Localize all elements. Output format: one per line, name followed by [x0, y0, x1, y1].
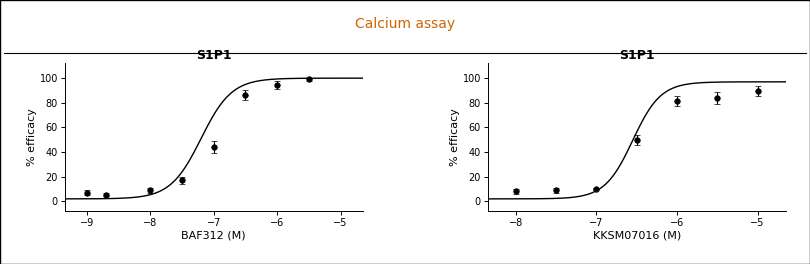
Text: Calcium assay: Calcium assay [355, 17, 455, 31]
Title: S1P1: S1P1 [619, 49, 654, 62]
X-axis label: BAF312 (M): BAF312 (M) [181, 231, 246, 241]
Y-axis label: % efficacy: % efficacy [27, 108, 36, 166]
X-axis label: KKSM07016 (M): KKSM07016 (M) [593, 231, 681, 241]
Y-axis label: % efficacy: % efficacy [450, 108, 460, 166]
Title: S1P1: S1P1 [196, 49, 232, 62]
